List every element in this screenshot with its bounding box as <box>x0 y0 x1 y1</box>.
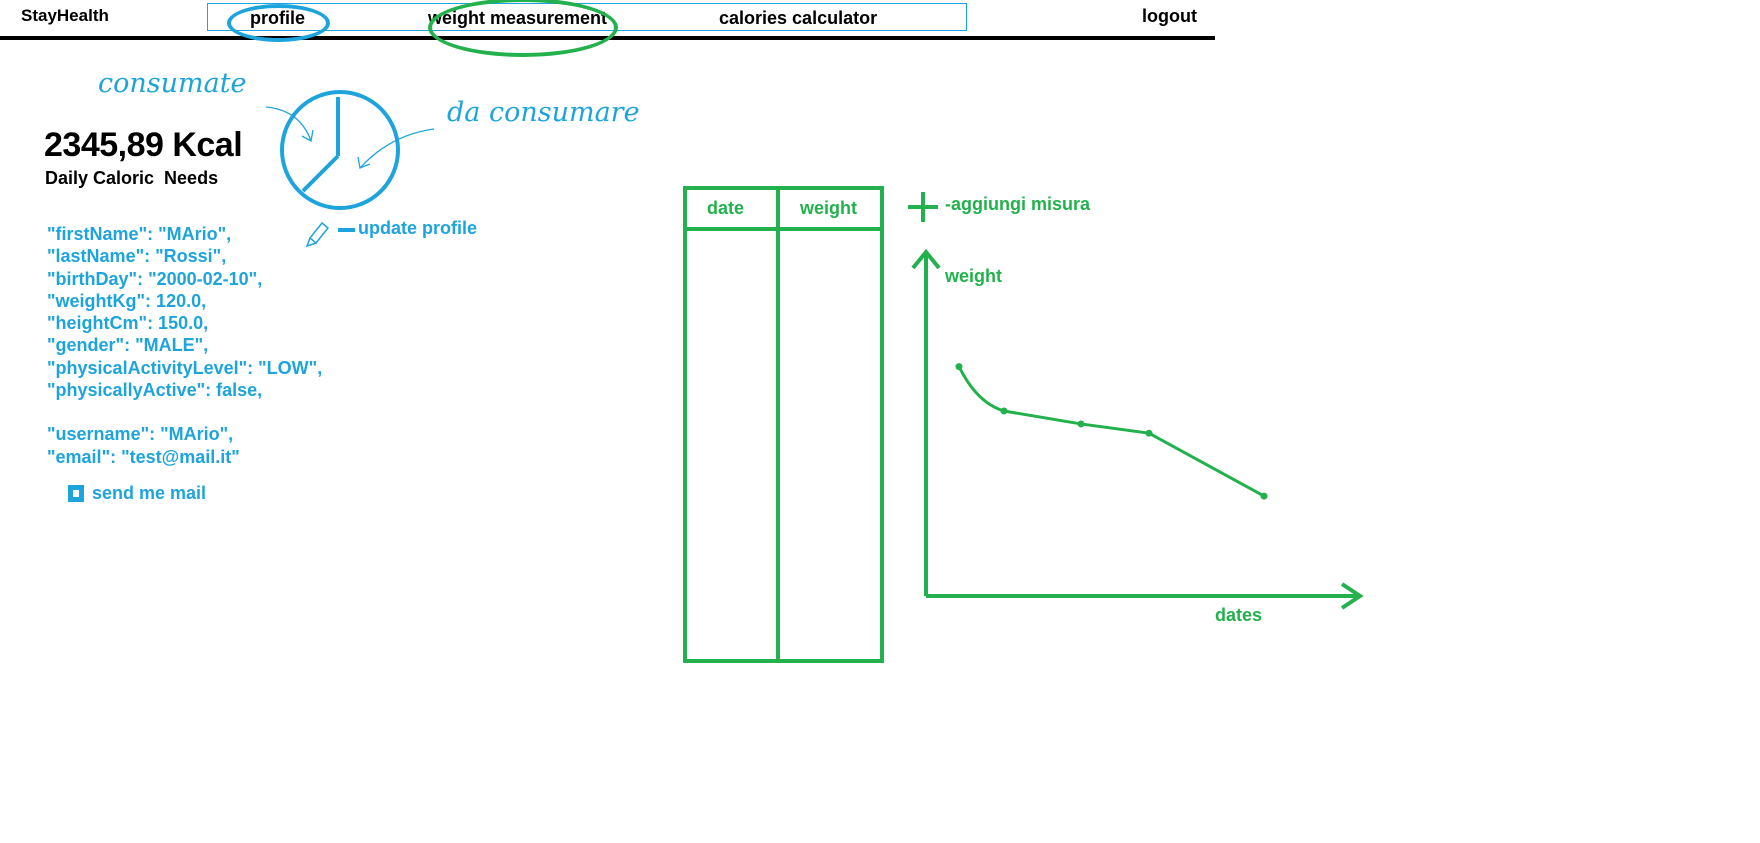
daily-calories-value: 2345,89 Kcal <box>44 126 243 164</box>
data-point <box>955 363 963 371</box>
y-axis-arrow <box>911 248 941 270</box>
profile-field-first-name: "firstName": "MArio", <box>47 224 232 244</box>
profile-highlight-circle <box>227 4 330 42</box>
data-point <box>1000 407 1008 415</box>
pencil-icon <box>305 221 330 248</box>
x-axis-arrow <box>1340 582 1364 610</box>
pie-chart-icon <box>280 90 400 210</box>
logout-link[interactable]: logout <box>1142 6 1197 26</box>
chart-y-label: weight <box>945 266 1002 286</box>
table-header-divider <box>687 227 880 231</box>
column-header-date: date <box>707 198 745 218</box>
profile-field-gender: "gender": "MALE", <box>47 335 209 356</box>
send-mail-checkbox-row[interactable]: send me mail <box>68 483 206 504</box>
weight-chart <box>911 248 1364 610</box>
data-point <box>1077 420 1085 428</box>
table-column-divider <box>776 190 780 659</box>
weight-highlight-circle <box>428 0 618 57</box>
profile-field-weight: "weightKg": 120.0, <box>47 290 207 311</box>
chart-axes <box>911 248 1364 610</box>
weights-table: date weight <box>683 186 884 663</box>
profile-field-physically-active: "physicallyActive": false, <box>47 380 263 401</box>
calorie-pie-annotations <box>265 90 435 248</box>
data-point <box>1145 429 1153 437</box>
data-point <box>1260 492 1268 500</box>
profile-field-activity-level: "physicalActivityLevel": "LOW", <box>47 357 323 378</box>
brand-logo[interactable]: StayHealth <box>21 6 109 25</box>
add-measurement-label[interactable]: -aggiungi misura <box>945 194 1091 214</box>
profile-fields: "firstName": "MArio", "lastName": "Rossi… <box>47 223 322 468</box>
chart-x-label: dates <box>1215 605 1263 625</box>
profile-field-last-name: "lastName": "Rossi", <box>47 246 227 267</box>
column-header-weight: weight <box>800 198 857 218</box>
profile-field-birthday: "birthDay": "2000-02-10", <box>47 268 263 289</box>
checkbox-icon[interactable] <box>68 485 84 502</box>
profile-field-height: "heightCm": 150.0, <box>47 313 209 334</box>
chart-marks <box>955 363 1268 500</box>
daily-calories-label: Daily Caloric Needs <box>45 168 219 188</box>
update-profile-link[interactable]: update profile <box>358 218 478 238</box>
profile-field-email: "email": "test@mail.it" <box>47 446 240 467</box>
profile-field-username: "username": "MArio", <box>47 424 234 445</box>
plus-icon[interactable] <box>906 190 940 224</box>
annotation-to-consume: da consumare <box>447 97 640 128</box>
series-line <box>957 365 1265 498</box>
send-mail-label: send me mail <box>92 483 207 503</box>
annotation-arrows <box>265 106 435 169</box>
nav-calories-calculator[interactable]: calories calculator <box>719 8 878 28</box>
annotation-consumed: consumate <box>98 68 247 99</box>
